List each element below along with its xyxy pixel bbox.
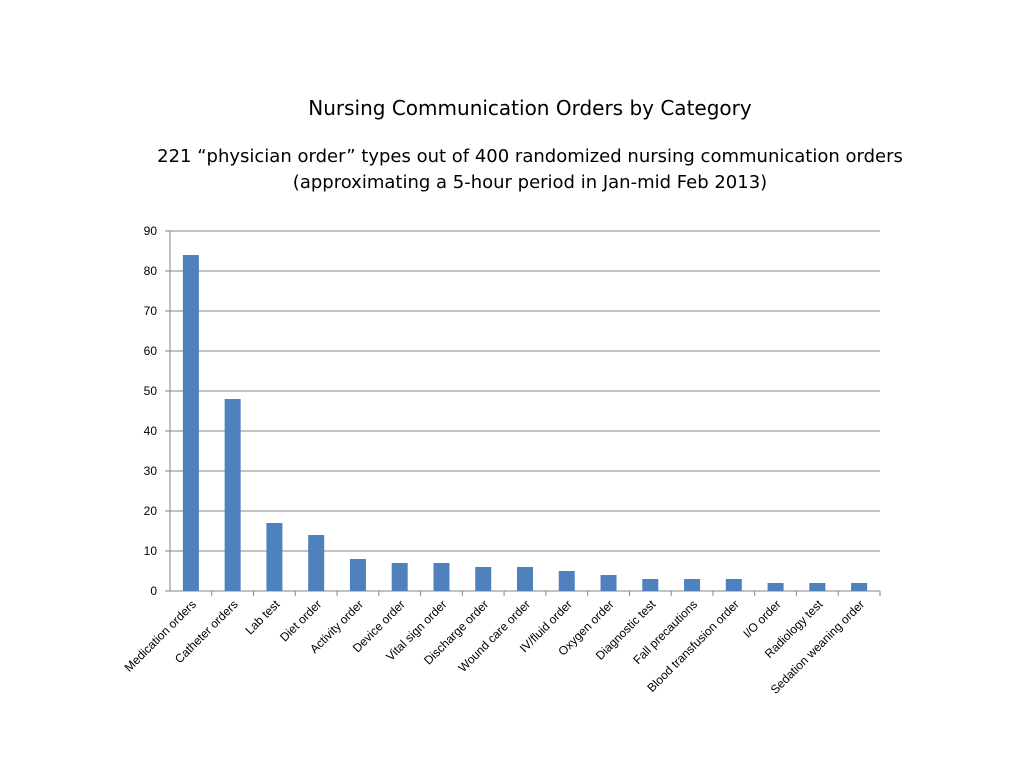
bar: [725, 579, 742, 591]
bar: [266, 523, 283, 591]
chart-title-block: Nursing Communication Orders by Category…: [100, 96, 960, 196]
bar: [433, 563, 450, 591]
y-tick-label: 40: [144, 424, 158, 438]
y-tick-label: 80: [144, 264, 158, 278]
bar: [600, 575, 617, 591]
bar: [809, 583, 826, 591]
chart-subtitle-line-1: 221 “physician order” types out of 400 r…: [157, 146, 903, 167]
y-tick-label: 60: [144, 344, 158, 358]
y-tick-label: 30: [144, 464, 158, 478]
y-tick-label: 70: [144, 304, 158, 318]
x-tick-label: Lab test: [242, 597, 283, 638]
y-tick-label: 20: [144, 504, 158, 518]
chart-subtitle: 221 “physician order” types out of 400 r…: [100, 144, 960, 196]
x-tick-label: Wound care order: [455, 597, 533, 675]
x-tick-label: Medication orders: [122, 597, 199, 674]
bar: [517, 567, 533, 591]
bar: [475, 567, 492, 591]
gridlines: [170, 230, 880, 552]
y-tick-label: 10: [144, 544, 158, 558]
y-tick-label: 0: [150, 584, 157, 598]
y-tick-label: 50: [144, 384, 158, 398]
bars: [182, 255, 868, 591]
bar: [182, 255, 199, 591]
bar: [851, 583, 868, 591]
bar: [558, 571, 575, 591]
y-axis-tick-labels: 0 10 20 30 40 50 60 70 80 90: [144, 224, 158, 598]
bar: [349, 559, 366, 591]
x-tick-label: I/O order: [740, 597, 783, 640]
bar: [642, 579, 659, 591]
bar: [224, 399, 241, 591]
bar: [308, 535, 325, 591]
chart-title: Nursing Communication Orders by Category: [308, 96, 752, 120]
chart-subtitle-line-2: (approximating a 5-hour period in Jan-mi…: [292, 172, 768, 193]
bar: [391, 563, 408, 591]
bar: [684, 579, 701, 591]
bar: [767, 583, 784, 591]
y-tick-label: 90: [144, 224, 158, 238]
